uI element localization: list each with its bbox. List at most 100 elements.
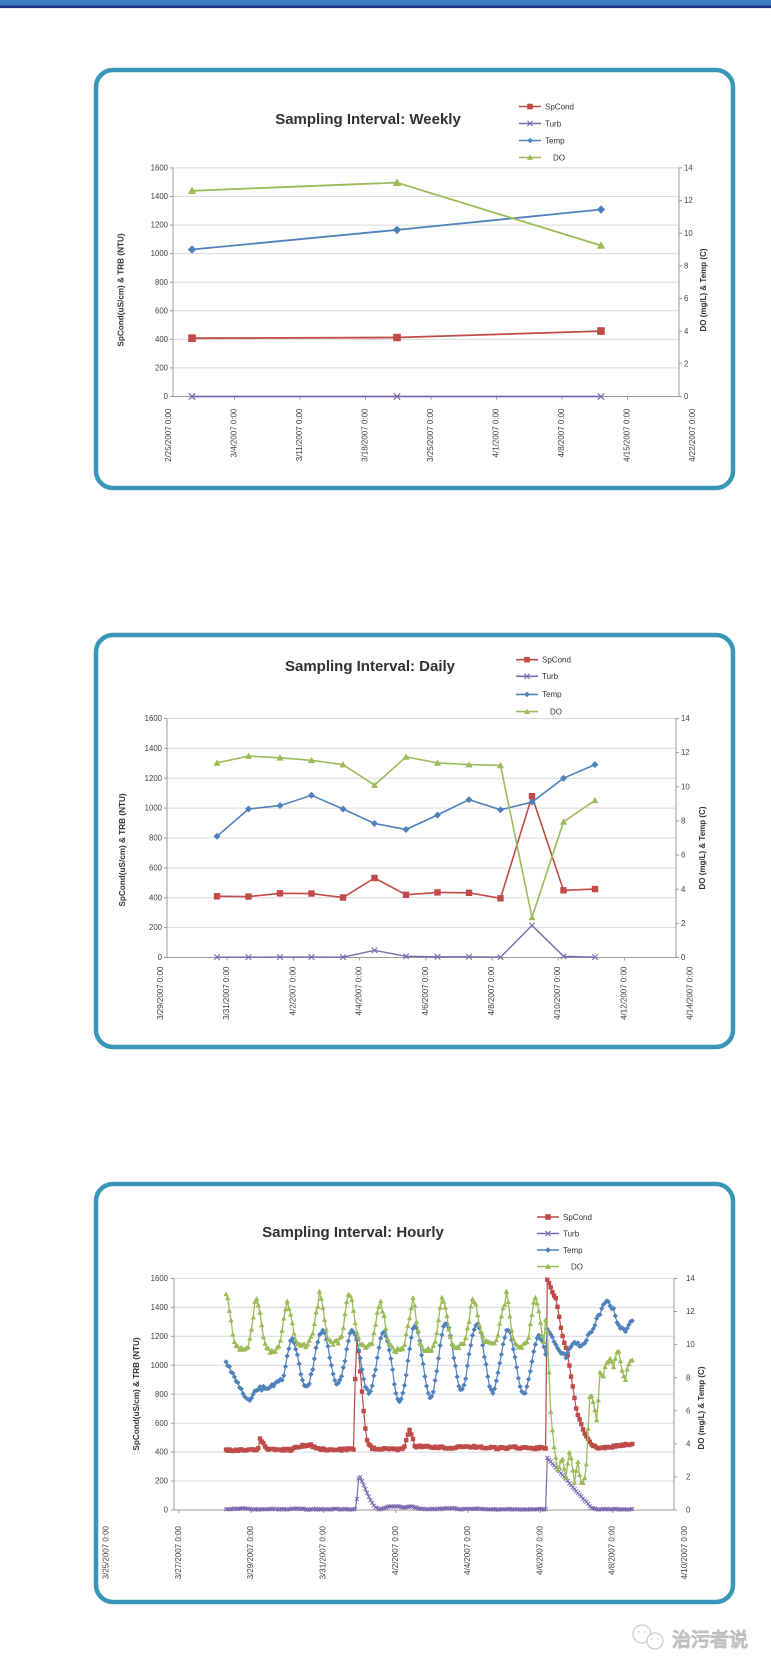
svg-text:DO: DO [553,153,565,162]
svg-text:Temp: Temp [545,136,565,145]
svg-text:1000: 1000 [145,804,163,813]
svg-text:SpCond(uS/cm) & TRB (NTU): SpCond(uS/cm) & TRB (NTU) [117,233,126,347]
svg-text:4/22/2007 0:00: 4/22/2007 0:00 [688,408,697,462]
svg-text:DO (mg/L) & Temp (C): DO (mg/L) & Temp (C) [697,1366,706,1449]
svg-text:1200: 1200 [151,1332,169,1341]
svg-text:Temp: Temp [563,1246,583,1255]
svg-text:3/27/2007 0:00: 3/27/2007 0:00 [174,1525,183,1579]
svg-text:1600: 1600 [151,164,169,173]
svg-text:DO (mg/L) & Temp (C): DO (mg/L) & Temp (C) [699,248,708,331]
svg-text:3/25/2007 0:00: 3/25/2007 0:00 [102,1525,111,1579]
svg-text:3/25/2007 0:00: 3/25/2007 0:00 [426,408,435,462]
svg-text:400: 400 [155,1448,169,1457]
svg-text:4/12/2007 0:00: 4/12/2007 0:00 [619,966,628,1020]
svg-text:DO: DO [550,707,562,716]
svg-text:Temp: Temp [542,690,562,699]
svg-text:800: 800 [155,1390,169,1399]
svg-text:400: 400 [149,893,163,902]
svg-text:3/29/2007 0:00: 3/29/2007 0:00 [246,1525,255,1579]
svg-text:4/4/2007 0:00: 4/4/2007 0:00 [463,1525,472,1574]
svg-text:12: 12 [686,1307,695,1316]
svg-text:4/14/2007 0:00: 4/14/2007 0:00 [686,966,695,1020]
svg-text:4/15/2007 0:00: 4/15/2007 0:00 [623,408,632,462]
svg-text:200: 200 [155,364,169,373]
svg-text:Turb: Turb [563,1229,580,1238]
svg-text:800: 800 [155,278,169,287]
svg-text:200: 200 [155,1477,169,1486]
svg-text:1600: 1600 [145,714,163,723]
svg-text:600: 600 [155,1419,169,1428]
svg-text:0: 0 [681,953,686,962]
svg-text:3/31/2007 0:00: 3/31/2007 0:00 [222,966,231,1020]
svg-text:0: 0 [684,392,689,401]
svg-text:8: 8 [686,1373,690,1382]
svg-text:1400: 1400 [151,1303,169,1312]
svg-text:4/4/2007 0:00: 4/4/2007 0:00 [355,966,364,1015]
svg-text:12: 12 [684,196,693,205]
svg-text:Sampling Interval: Daily: Sampling Interval: Daily [285,658,456,675]
svg-text:Turb: Turb [545,119,562,128]
svg-text:1400: 1400 [145,744,163,753]
svg-text:600: 600 [149,864,163,873]
svg-text:4/6/2007 0:00: 4/6/2007 0:00 [421,966,430,1015]
svg-text:2: 2 [684,359,688,368]
svg-text:SpCond: SpCond [542,656,571,665]
svg-text:4: 4 [684,327,689,336]
svg-text:2/25/2007 0:00: 2/25/2007 0:00 [164,408,173,462]
svg-text:6: 6 [686,1406,690,1415]
svg-text:2: 2 [681,919,685,928]
svg-text:4/6/2007 0:00: 4/6/2007 0:00 [535,1525,544,1574]
svg-text:Sampling Interval: Weekly: Sampling Interval: Weekly [275,111,461,128]
svg-text:Sampling Interval: Hourly: Sampling Interval: Hourly [262,1224,444,1241]
svg-text:4/2/2007 0:00: 4/2/2007 0:00 [391,1525,400,1574]
svg-text:6: 6 [681,851,685,860]
svg-text:SpCond: SpCond [563,1213,592,1222]
svg-text:4/2/2007 0:00: 4/2/2007 0:00 [288,966,297,1015]
svg-text:0: 0 [164,1506,169,1515]
svg-text:10: 10 [681,782,690,791]
svg-text:Turb: Turb [542,672,559,681]
svg-text:DO: DO [571,1262,583,1271]
svg-text:0: 0 [164,392,169,401]
svg-text:800: 800 [149,834,163,843]
svg-text:治污者说: 治污者说 [672,1628,748,1651]
svg-text:600: 600 [155,306,169,315]
svg-text:4/8/2007 0:00: 4/8/2007 0:00 [557,408,566,457]
svg-text:4/10/2007 0:00: 4/10/2007 0:00 [553,966,562,1020]
svg-text:4/10/2007 0:00: 4/10/2007 0:00 [680,1525,689,1579]
svg-text:4: 4 [681,885,686,894]
svg-text:4: 4 [686,1439,691,1448]
svg-text:DO (mg/L) & Temp (C): DO (mg/L) & Temp (C) [698,806,707,889]
svg-text:14: 14 [681,714,690,723]
svg-text:4/1/2007 0:00: 4/1/2007 0:00 [492,408,501,457]
svg-text:1200: 1200 [145,774,163,783]
svg-text:14: 14 [686,1274,695,1283]
svg-text:SpCond: SpCond [545,102,574,111]
svg-text:3/31/2007 0:00: 3/31/2007 0:00 [319,1525,328,1579]
svg-text:10: 10 [684,229,693,238]
svg-text:4/8/2007 0:00: 4/8/2007 0:00 [487,966,496,1015]
svg-text:0: 0 [158,953,163,962]
svg-text:14: 14 [684,164,693,173]
svg-text:200: 200 [149,923,163,932]
svg-text:SpCond(uS/cm) & TRB (NTU): SpCond(uS/cm) & TRB (NTU) [118,793,127,907]
svg-text:2: 2 [686,1473,690,1482]
svg-text:6: 6 [684,294,688,303]
svg-text:12: 12 [681,748,690,757]
svg-text:3/4/2007 0:00: 3/4/2007 0:00 [230,408,239,457]
svg-text:1600: 1600 [151,1274,169,1283]
svg-text:SpCond(uS/cm) & TRB (NTU): SpCond(uS/cm) & TRB (NTU) [132,1337,141,1451]
svg-text:4/8/2007 0:00: 4/8/2007 0:00 [608,1525,617,1574]
svg-text:8: 8 [684,262,688,271]
svg-text:1400: 1400 [151,192,169,201]
svg-text:1200: 1200 [151,221,169,230]
svg-text:3/18/2007 0:00: 3/18/2007 0:00 [361,408,370,462]
svg-text:10: 10 [686,1340,695,1349]
svg-text:1000: 1000 [151,249,169,258]
svg-text:3/29/2007 0:00: 3/29/2007 0:00 [156,966,165,1020]
svg-text:0: 0 [686,1506,691,1515]
svg-text:8: 8 [681,817,685,826]
svg-text:1000: 1000 [151,1361,169,1370]
svg-text:3/11/2007 0:00: 3/11/2007 0:00 [295,408,304,461]
svg-text:400: 400 [155,335,169,344]
